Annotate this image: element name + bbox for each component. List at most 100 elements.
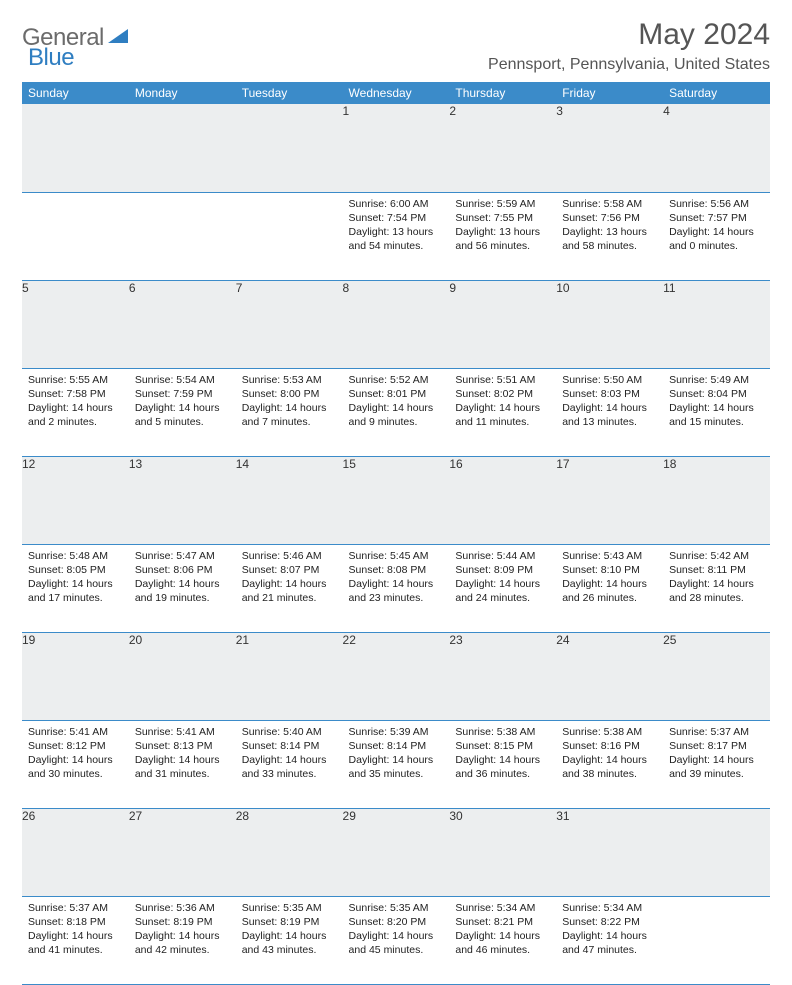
sunset-line: Sunset: 8:22 PM (562, 915, 657, 929)
day-number-row: 12131415161718 (22, 456, 770, 544)
day-number-cell: 15 (343, 456, 450, 544)
daylight-line: Daylight: 14 hours and 47 minutes. (562, 929, 657, 957)
day-body-cell: Sunrise: 5:36 AMSunset: 8:19 PMDaylight:… (129, 896, 236, 984)
sunset-line: Sunset: 8:10 PM (562, 563, 657, 577)
sunrise-line: Sunrise: 5:59 AM (455, 197, 550, 211)
title-block: May 2024 Pennsport, Pennsylvania, United… (488, 18, 770, 74)
day-details: Sunrise: 5:58 AMSunset: 7:56 PMDaylight:… (556, 193, 663, 260)
sunset-line: Sunset: 8:13 PM (135, 739, 230, 753)
day-details: Sunrise: 5:44 AMSunset: 8:09 PMDaylight:… (449, 545, 556, 612)
day-number-row: 567891011 (22, 280, 770, 368)
sunrise-line: Sunrise: 6:00 AM (349, 197, 444, 211)
day-body-cell: Sunrise: 5:39 AMSunset: 8:14 PMDaylight:… (343, 720, 450, 808)
sunrise-line: Sunrise: 5:53 AM (242, 373, 337, 387)
logo-part2: Blue (28, 44, 74, 71)
day-body-row: Sunrise: 5:48 AMSunset: 8:05 PMDaylight:… (22, 544, 770, 632)
sunrise-line: Sunrise: 5:48 AM (28, 549, 123, 563)
day-number-row: 19202122232425 (22, 632, 770, 720)
sunset-line: Sunset: 8:02 PM (455, 387, 550, 401)
day-number-cell: 27 (129, 808, 236, 896)
sunrise-line: Sunrise: 5:52 AM (349, 373, 444, 387)
daylight-line: Daylight: 13 hours and 54 minutes. (349, 225, 444, 253)
sunset-line: Sunset: 8:04 PM (669, 387, 764, 401)
day-body-cell: Sunrise: 5:45 AMSunset: 8:08 PMDaylight:… (343, 544, 450, 632)
day-body-cell: Sunrise: 5:40 AMSunset: 8:14 PMDaylight:… (236, 720, 343, 808)
sunset-line: Sunset: 8:05 PM (28, 563, 123, 577)
sunrise-line: Sunrise: 5:41 AM (135, 725, 230, 739)
daylight-line: Daylight: 14 hours and 24 minutes. (455, 577, 550, 605)
day-details: Sunrise: 5:39 AMSunset: 8:14 PMDaylight:… (343, 721, 450, 788)
daylight-line: Daylight: 14 hours and 35 minutes. (349, 753, 444, 781)
sunrise-line: Sunrise: 5:36 AM (135, 901, 230, 915)
sunrise-line: Sunrise: 5:35 AM (349, 901, 444, 915)
day-number-cell: 8 (343, 280, 450, 368)
day-number-cell: 2 (449, 104, 556, 192)
logo-triangle-icon (108, 27, 130, 50)
calendar-table: SundayMondayTuesdayWednesdayThursdayFrid… (22, 82, 770, 985)
day-number-cell: 5 (22, 280, 129, 368)
sunset-line: Sunset: 7:54 PM (349, 211, 444, 225)
day-body-row: Sunrise: 6:00 AMSunset: 7:54 PMDaylight:… (22, 192, 770, 280)
day-body-cell (236, 192, 343, 280)
day-body-cell: Sunrise: 5:52 AMSunset: 8:01 PMDaylight:… (343, 368, 450, 456)
weekday-header: Tuesday (236, 82, 343, 104)
daylight-line: Daylight: 14 hours and 19 minutes. (135, 577, 230, 605)
daylight-line: Daylight: 14 hours and 2 minutes. (28, 401, 123, 429)
weekday-header: Monday (129, 82, 236, 104)
sunrise-line: Sunrise: 5:37 AM (28, 901, 123, 915)
day-body-cell: Sunrise: 6:00 AMSunset: 7:54 PMDaylight:… (343, 192, 450, 280)
daylight-line: Daylight: 14 hours and 30 minutes. (28, 753, 123, 781)
sunset-line: Sunset: 8:08 PM (349, 563, 444, 577)
day-body-cell: Sunrise: 5:35 AMSunset: 8:19 PMDaylight:… (236, 896, 343, 984)
day-number-cell: 25 (663, 632, 770, 720)
day-body-cell: Sunrise: 5:53 AMSunset: 8:00 PMDaylight:… (236, 368, 343, 456)
day-details: Sunrise: 5:50 AMSunset: 8:03 PMDaylight:… (556, 369, 663, 436)
sunset-line: Sunset: 8:18 PM (28, 915, 123, 929)
day-details: Sunrise: 5:34 AMSunset: 8:21 PMDaylight:… (449, 897, 556, 964)
day-details: Sunrise: 5:42 AMSunset: 8:11 PMDaylight:… (663, 545, 770, 612)
day-number-cell: 29 (343, 808, 450, 896)
day-details: Sunrise: 5:54 AMSunset: 7:59 PMDaylight:… (129, 369, 236, 436)
day-number-cell: 26 (22, 808, 129, 896)
sunrise-line: Sunrise: 5:42 AM (669, 549, 764, 563)
day-details: Sunrise: 5:56 AMSunset: 7:57 PMDaylight:… (663, 193, 770, 260)
sunrise-line: Sunrise: 5:35 AM (242, 901, 337, 915)
daylight-line: Daylight: 14 hours and 0 minutes. (669, 225, 764, 253)
daylight-line: Daylight: 14 hours and 45 minutes. (349, 929, 444, 957)
sunrise-line: Sunrise: 5:51 AM (455, 373, 550, 387)
month-title: May 2024 (488, 18, 770, 52)
sunset-line: Sunset: 8:00 PM (242, 387, 337, 401)
day-details: Sunrise: 5:49 AMSunset: 8:04 PMDaylight:… (663, 369, 770, 436)
sunrise-line: Sunrise: 5:41 AM (28, 725, 123, 739)
weekday-header: Saturday (663, 82, 770, 104)
day-number-cell: 10 (556, 280, 663, 368)
daylight-line: Daylight: 14 hours and 13 minutes. (562, 401, 657, 429)
day-details: Sunrise: 5:55 AMSunset: 7:58 PMDaylight:… (22, 369, 129, 436)
daylight-line: Daylight: 14 hours and 17 minutes. (28, 577, 123, 605)
day-number-cell: 13 (129, 456, 236, 544)
day-body-cell: Sunrise: 5:37 AMSunset: 8:18 PMDaylight:… (22, 896, 129, 984)
daylight-line: Daylight: 13 hours and 58 minutes. (562, 225, 657, 253)
day-details: Sunrise: 5:43 AMSunset: 8:10 PMDaylight:… (556, 545, 663, 612)
day-number-cell: 17 (556, 456, 663, 544)
day-body-cell: Sunrise: 5:42 AMSunset: 8:11 PMDaylight:… (663, 544, 770, 632)
day-number-cell: 18 (663, 456, 770, 544)
daylight-line: Daylight: 14 hours and 43 minutes. (242, 929, 337, 957)
sunset-line: Sunset: 8:11 PM (669, 563, 764, 577)
day-body-cell: Sunrise: 5:58 AMSunset: 7:56 PMDaylight:… (556, 192, 663, 280)
weekday-header-row: SundayMondayTuesdayWednesdayThursdayFrid… (22, 82, 770, 104)
day-number-cell: 9 (449, 280, 556, 368)
sunset-line: Sunset: 7:57 PM (669, 211, 764, 225)
day-body-cell: Sunrise: 5:43 AMSunset: 8:10 PMDaylight:… (556, 544, 663, 632)
day-number-cell: 20 (129, 632, 236, 720)
day-details: Sunrise: 5:35 AMSunset: 8:20 PMDaylight:… (343, 897, 450, 964)
day-body-cell (129, 192, 236, 280)
sunrise-line: Sunrise: 5:46 AM (242, 549, 337, 563)
day-number-cell: 30 (449, 808, 556, 896)
sunrise-line: Sunrise: 5:56 AM (669, 197, 764, 211)
day-details: Sunrise: 5:47 AMSunset: 8:06 PMDaylight:… (129, 545, 236, 612)
sunset-line: Sunset: 7:55 PM (455, 211, 550, 225)
daylight-line: Daylight: 14 hours and 11 minutes. (455, 401, 550, 429)
sunset-line: Sunset: 8:19 PM (135, 915, 230, 929)
day-number-cell: 1 (343, 104, 450, 192)
